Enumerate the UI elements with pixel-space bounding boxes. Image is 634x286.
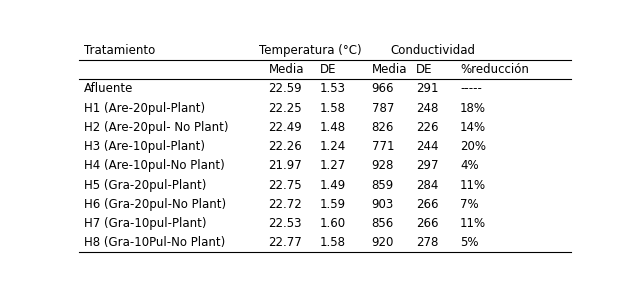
Text: 22.59: 22.59	[268, 82, 302, 96]
Text: 1.60: 1.60	[320, 217, 346, 230]
Text: 21.97: 21.97	[268, 159, 302, 172]
Text: 266: 266	[416, 217, 438, 230]
Text: 14%: 14%	[460, 121, 486, 134]
Text: Media: Media	[372, 63, 407, 76]
Text: %reducción: %reducción	[460, 63, 529, 76]
Text: 859: 859	[372, 178, 394, 192]
Text: 297: 297	[416, 159, 438, 172]
Text: 11%: 11%	[460, 178, 486, 192]
Text: 20%: 20%	[460, 140, 486, 153]
Text: H5 (Gra-20pul-Plant): H5 (Gra-20pul-Plant)	[84, 178, 207, 192]
Text: 22.53: 22.53	[268, 217, 302, 230]
Text: 22.72: 22.72	[268, 198, 302, 211]
Text: H2 (Are-20pul- No Plant): H2 (Are-20pul- No Plant)	[84, 121, 229, 134]
Text: 1.24: 1.24	[320, 140, 346, 153]
Text: Conductividad: Conductividad	[391, 44, 476, 57]
Text: -----: -----	[460, 82, 482, 96]
Text: 928: 928	[372, 159, 394, 172]
Text: 22.75: 22.75	[268, 178, 302, 192]
Text: 226: 226	[416, 121, 438, 134]
Text: H8 (Gra-10Pul-No Plant): H8 (Gra-10Pul-No Plant)	[84, 236, 226, 249]
Text: 856: 856	[372, 217, 394, 230]
Text: 1.48: 1.48	[320, 121, 346, 134]
Text: 1.58: 1.58	[320, 102, 346, 115]
Text: H7 (Gra-10pul-Plant): H7 (Gra-10pul-Plant)	[84, 217, 207, 230]
Text: 248: 248	[416, 102, 438, 115]
Text: Afluente: Afluente	[84, 82, 134, 96]
Text: 903: 903	[372, 198, 394, 211]
Text: 7%: 7%	[460, 198, 479, 211]
Text: DE: DE	[320, 63, 337, 76]
Text: 1.59: 1.59	[320, 198, 346, 211]
Text: H3 (Are-10pul-Plant): H3 (Are-10pul-Plant)	[84, 140, 205, 153]
Text: 771: 771	[372, 140, 394, 153]
Text: 5%: 5%	[460, 236, 479, 249]
Text: H4 (Are-10pul-No Plant): H4 (Are-10pul-No Plant)	[84, 159, 225, 172]
Text: DE: DE	[416, 63, 432, 76]
Text: 1.27: 1.27	[320, 159, 346, 172]
Text: 787: 787	[372, 102, 394, 115]
Text: 291: 291	[416, 82, 438, 96]
Text: 1.49: 1.49	[320, 178, 346, 192]
Text: Tratamiento: Tratamiento	[84, 44, 155, 57]
Text: 278: 278	[416, 236, 438, 249]
Text: H6 (Gra-20pul-No Plant): H6 (Gra-20pul-No Plant)	[84, 198, 226, 211]
Text: 966: 966	[372, 82, 394, 96]
Text: 244: 244	[416, 140, 438, 153]
Text: Media: Media	[268, 63, 304, 76]
Text: 22.49: 22.49	[268, 121, 302, 134]
Text: 266: 266	[416, 198, 438, 211]
Text: 826: 826	[372, 121, 394, 134]
Text: 22.26: 22.26	[268, 140, 302, 153]
Text: H1 (Are-20pul-Plant): H1 (Are-20pul-Plant)	[84, 102, 205, 115]
Text: 18%: 18%	[460, 102, 486, 115]
Text: 284: 284	[416, 178, 438, 192]
Text: 11%: 11%	[460, 217, 486, 230]
Text: 920: 920	[372, 236, 394, 249]
Text: 22.25: 22.25	[268, 102, 302, 115]
Text: 1.58: 1.58	[320, 236, 346, 249]
Text: 1.53: 1.53	[320, 82, 346, 96]
Text: Temperatura (°C): Temperatura (°C)	[259, 44, 361, 57]
Text: 4%: 4%	[460, 159, 479, 172]
Text: 22.77: 22.77	[268, 236, 302, 249]
